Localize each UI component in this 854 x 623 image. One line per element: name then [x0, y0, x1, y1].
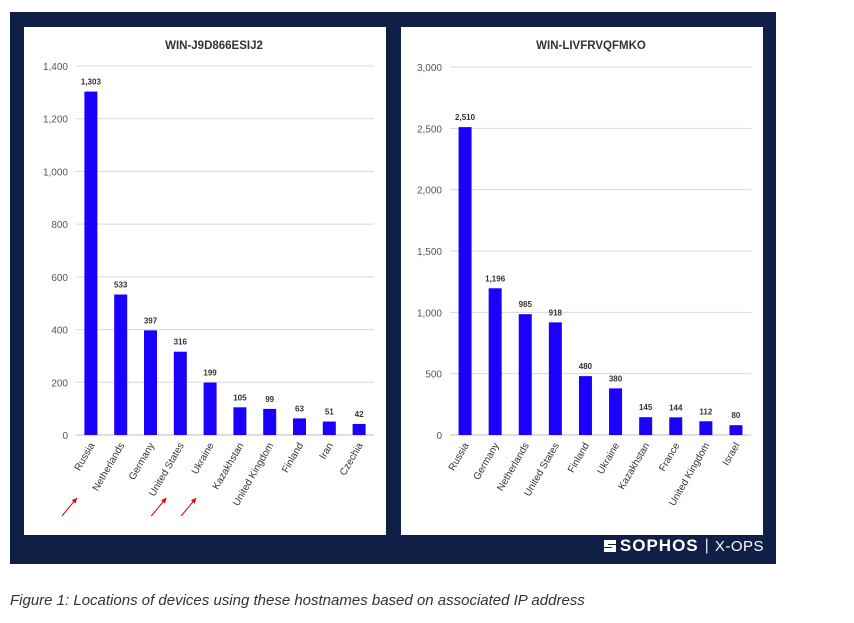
right-data-label: 144 [669, 403, 683, 412]
left-bar [144, 330, 157, 435]
right-chart-title: WIN-LIVFRVQFMKO [536, 40, 646, 52]
chart-panel-left: WIN-J9D866ESIJ2 0 200 400 600 800 1,000 1,200 1,… [24, 27, 386, 535]
right-bar [729, 425, 743, 435]
left-data-label: 63 [295, 404, 304, 413]
right-x-tick-label: Finland [566, 441, 592, 475]
left-data-label: 42 [355, 410, 364, 419]
left-data-label: 51 [325, 408, 334, 417]
left-x-tick-label: Finland [280, 441, 306, 475]
right-y-tick-label: 500 [425, 370, 442, 381]
bar-chart-left: WIN-J9D866ESIJ2 0 200 400 600 800 1,000 1,200 1,… [43, 40, 374, 517]
left-bar [263, 408, 277, 435]
left-y-tick-label: 800 [51, 220, 68, 231]
right-data-label: 80 [731, 411, 740, 420]
right-bar [458, 127, 472, 436]
brand-separator: | [704, 537, 709, 554]
left-bar [293, 418, 306, 435]
right-y-tick-label: 3,000 [417, 63, 442, 74]
left-data-label: 1,303 [81, 78, 102, 87]
right-x-tick-label: Israel [721, 441, 743, 468]
sophos-xops-branding: SOPHOS | X-OPS [603, 535, 764, 557]
right-y-tick-label: 1,000 [417, 308, 442, 319]
brand-subtitle: X-OPS [714, 537, 764, 555]
left-bar [352, 423, 366, 435]
left-data-label: 533 [114, 281, 128, 290]
right-bar [548, 322, 562, 435]
right-bar [518, 314, 532, 435]
left-bar [233, 407, 247, 435]
sophos-logo-icon [603, 540, 616, 552]
right-x-tick-label: Germany [472, 441, 502, 482]
left-x-tick-label: Iran [318, 441, 336, 461]
chart-panel-right: WIN-LIVFRVQFMKO 0 500 1,000 1,500 2,000 2,500 3… [401, 27, 763, 535]
left-bar [322, 421, 336, 435]
right-bar [639, 417, 653, 435]
right-data-label: 480 [579, 362, 593, 371]
left-x-tick-label: Netherlands [91, 441, 127, 493]
right-x-tick-label: France [657, 441, 682, 474]
brand-name: SOPHOS [619, 536, 699, 555]
right-x-tick-label: Kazakhstan [617, 441, 653, 492]
right-bar [609, 388, 623, 435]
left-data-label: 199 [203, 369, 217, 378]
left-annotation-arrow [61, 497, 78, 517]
left-x-tick-label: Czechia [338, 441, 366, 478]
right-bar [488, 288, 502, 435]
left-bar [84, 91, 98, 435]
left-y-tick-label: 600 [51, 273, 68, 284]
left-bar [203, 382, 217, 435]
right-x-tick-label: Ukraine [595, 441, 622, 477]
right-data-label: 1,196 [485, 274, 506, 283]
left-y-tick-label: 1,000 [43, 167, 68, 178]
left-x-tick-label: Germany [127, 441, 157, 482]
right-y-tick-label: 1,500 [417, 247, 442, 258]
figure-caption: Figure 1: Locations of devices using the… [10, 592, 585, 609]
right-bar [699, 421, 713, 435]
figure-frame: WIN-J9D866ESIJ2 0 200 400 600 800 1,000 1,200 1,… [10, 12, 776, 564]
left-data-label: 397 [144, 316, 158, 325]
left-data-label: 105 [233, 393, 247, 402]
left-annotation-arrow [180, 497, 197, 517]
right-data-label: 2,510 [455, 113, 476, 122]
left-y-tick-label: 0 [62, 431, 68, 442]
left-x-tick-label: Russia [73, 441, 98, 473]
right-data-label: 145 [639, 403, 653, 412]
right-y-tick-label: 2,000 [417, 186, 442, 197]
right-y-tick-label: 0 [436, 431, 442, 442]
left-annotation-arrow [150, 497, 167, 517]
left-y-tick-label: 400 [51, 326, 68, 337]
left-y-tick-label: 1,200 [43, 115, 68, 126]
right-bar [578, 376, 592, 435]
right-bar [669, 417, 683, 435]
right-y-tick-label: 2,500 [417, 124, 442, 135]
left-y-tick-label: 200 [51, 378, 68, 389]
left-data-label: 316 [174, 338, 188, 347]
right-data-label: 985 [519, 300, 533, 309]
left-bar [114, 294, 128, 435]
right-data-label: 112 [699, 407, 712, 416]
right-x-tick-label: Russia [447, 441, 472, 473]
bar-chart-right: WIN-LIVFRVQFMKO 0 500 1,000 1,500 2,000 2,500 3… [417, 40, 751, 508]
right-data-label: 918 [549, 308, 563, 317]
left-chart-title: WIN-J9D866ESIJ2 [165, 40, 263, 52]
left-data-label: 99 [265, 395, 274, 404]
right-data-label: 380 [609, 374, 623, 383]
left-bar [173, 351, 187, 435]
left-x-tick-label: Ukraine [190, 441, 217, 477]
left-y-tick-label: 1,400 [43, 62, 68, 73]
